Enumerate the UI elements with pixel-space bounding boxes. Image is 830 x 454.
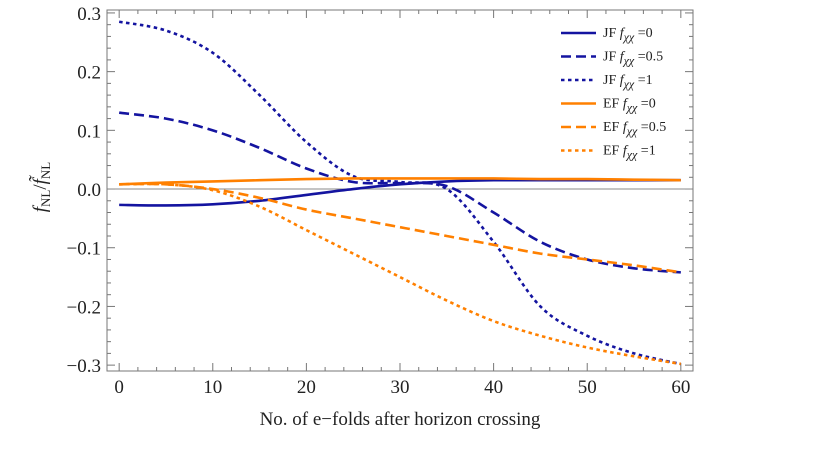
plot-frame xyxy=(106,9,694,372)
series-line-5 xyxy=(119,182,682,366)
y-tick-label: −0.2 xyxy=(67,297,101,318)
series-line-2 xyxy=(118,20,682,366)
legend: JF fχχ =0 JF fχχ =0.5 JF fχχ =1 EF fχχ =0 EF… xyxy=(561,26,666,162)
x-tick-label: 60 xyxy=(671,377,690,398)
series-line-4 xyxy=(119,182,682,274)
series-lines xyxy=(118,20,682,366)
legend-label: JF fχχ =1 xyxy=(603,73,653,91)
x-tick-label: 40 xyxy=(484,377,503,398)
y-label-sep: / xyxy=(30,184,51,190)
x-tick-label: 0 xyxy=(114,377,124,398)
x-axis-label: No. of e−folds after horizon crossing xyxy=(260,409,541,430)
y-tick-label: −0.3 xyxy=(67,356,101,377)
series-line-1 xyxy=(119,111,681,274)
y-tick-label: 0.1 xyxy=(77,121,101,142)
legend-label: EF fχχ =0 xyxy=(603,97,656,115)
legend-label: EF fχχ =0.5 xyxy=(603,120,666,138)
x-tick-label: 20 xyxy=(297,377,316,398)
y-label-num-sub: NL xyxy=(38,190,53,207)
y-tick-label: 0.3 xyxy=(77,4,101,25)
legend-label: JF fχχ =0 xyxy=(603,26,653,44)
x-tick-label: 50 xyxy=(578,377,597,398)
y-tick-label: −0.1 xyxy=(67,239,101,260)
y-label-num: f xyxy=(30,204,51,212)
y-label-den-sub: NL xyxy=(38,162,53,179)
x-tick-label: 10 xyxy=(203,377,222,398)
legend-label: JF fχχ =0.5 xyxy=(603,50,663,68)
axis-ticks xyxy=(107,10,693,371)
y-axis-label: fNL/f̃NL xyxy=(29,162,53,213)
y-label-den: f̃ xyxy=(29,175,51,185)
series-line-3 xyxy=(119,177,681,186)
x-tick-label: 30 xyxy=(391,377,410,398)
y-tick-label: 0.0 xyxy=(77,180,101,201)
legend-label: EF fχχ =1 xyxy=(603,144,656,162)
y-tick-label: 0.2 xyxy=(77,63,101,84)
tick-labels: 0 10 20 30 40 50 60 −0.3 −0.2 −0.1 0.0 0.1 0.2 0.3 xyxy=(67,4,691,398)
